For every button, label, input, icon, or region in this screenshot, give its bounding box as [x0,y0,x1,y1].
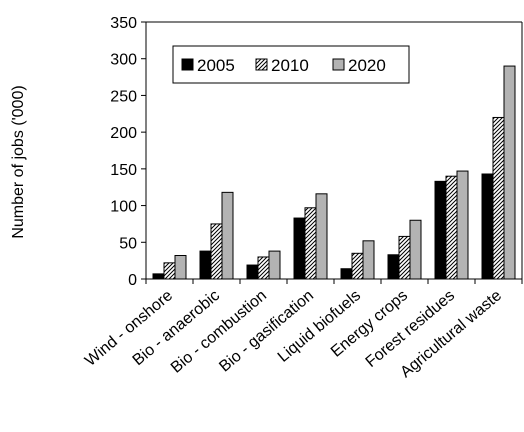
bar-2020-1 [174,255,187,280]
bar-2010-4 [304,207,317,280]
bar-2005-1 [152,273,165,280]
y-tick-label: 350 [110,15,137,32]
axes [145,21,523,284]
bar-2005-5 [340,268,353,280]
bar-2010-1 [163,262,176,280]
y-tick-label: 300 [110,52,137,69]
legend-swatch-2005 [181,58,194,71]
y-axis-title: Number of jobs ('000) [10,85,27,238]
legend-swatch-2010 [255,58,268,71]
legend-label-2005: 2005 [197,56,235,75]
bar-2020-6 [409,219,422,280]
legend-label-2010: 2010 [271,56,309,75]
bar-2020-3 [268,250,281,280]
bar-2010-6 [398,235,411,280]
bar-2005-2 [199,250,212,280]
y-tick-label: 150 [110,162,137,179]
bar-2005-7 [434,180,447,280]
legend-swatch-2020 [332,58,345,71]
bar-2010-5 [351,252,364,280]
bar-2020-8 [503,65,516,280]
bars [152,65,516,280]
bar-2005-6 [387,254,400,280]
y-tick-label: 200 [110,125,137,142]
x-tick-label: Liquid biofuels [275,287,364,366]
y-tick-label: 250 [110,88,137,105]
bar-2020-4 [315,193,328,280]
bar-2020-2 [221,191,234,280]
y-axis-ticks: 0 50 100 150 200 250 300 350 [110,15,146,289]
y-tick-label: 100 [110,199,137,216]
legend: 2005 2010 2020 [172,45,410,84]
bar-2010-7 [445,175,458,280]
bar-2005-4 [293,217,306,280]
bar-2005-3 [246,264,259,280]
bar-2020-5 [362,240,375,280]
legend-box [172,45,410,84]
bar-2020-7 [456,170,469,280]
y-tick-label: 0 [128,272,137,289]
bar-2010-3 [257,256,270,280]
bar-2010-8 [492,116,505,280]
bar-2010-2 [210,223,223,280]
bar-2005-8 [481,173,494,280]
legend-label-2020: 2020 [348,56,386,75]
y-tick-label: 50 [119,235,137,252]
